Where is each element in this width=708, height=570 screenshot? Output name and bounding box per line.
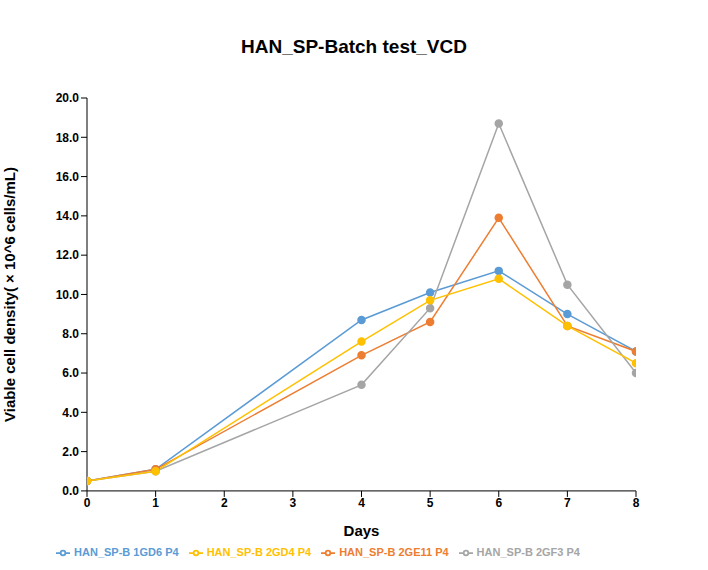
svg-text:Viable cell density( × 10^6 ce: Viable cell density( × 10^6 cells/mL) bbox=[8, 167, 18, 422]
svg-text:4: 4 bbox=[358, 496, 365, 510]
html-text:HAN_SP-Batch test_VCD: HAN_SP-Batch test_VCD bbox=[241, 36, 467, 57]
html-text:HAN_SP-B 2GD4 P4: HAN_SP-B 2GD4 P4 bbox=[206, 545, 312, 558]
svg-text:8: 8 bbox=[633, 496, 640, 510]
svg-text:0.0: 0.0 bbox=[62, 484, 79, 498]
svg-text:4.0: 4.0 bbox=[62, 406, 79, 420]
svg-text:10.0: 10.0 bbox=[56, 288, 80, 302]
svg-text:3: 3 bbox=[290, 496, 297, 510]
svg-text:16.0: 16.0 bbox=[56, 170, 80, 184]
svg-text:6.0: 6.0 bbox=[62, 366, 79, 380]
svg-text:6: 6 bbox=[495, 496, 502, 510]
svg-text:7: 7 bbox=[564, 496, 571, 510]
svg-text:2: 2 bbox=[221, 496, 228, 510]
svg-text:Days: Days bbox=[344, 522, 380, 539]
svg-text:18.0: 18.0 bbox=[56, 131, 80, 145]
svg-text:2.0: 2.0 bbox=[62, 445, 79, 459]
svg-text:8.0: 8.0 bbox=[62, 327, 79, 341]
html-text:HAN_SP-B 2GF3 P4: HAN_SP-B 2GF3 P4 bbox=[476, 545, 580, 558]
html-text:HAN_SP-B 2GE11 P4: HAN_SP-B 2GE11 P4 bbox=[339, 545, 449, 558]
svg-text:5: 5 bbox=[427, 496, 434, 510]
svg-text:1: 1 bbox=[152, 496, 159, 510]
html-text:HAN_SP-B 1GD6 P4: HAN_SP-B 1GD6 P4 bbox=[74, 545, 179, 558]
svg-text:20.0: 20.0 bbox=[56, 91, 80, 105]
svg-text:12.0: 12.0 bbox=[56, 248, 80, 262]
svg-text:14.0: 14.0 bbox=[56, 209, 80, 223]
svg-text:0: 0 bbox=[84, 496, 91, 510]
